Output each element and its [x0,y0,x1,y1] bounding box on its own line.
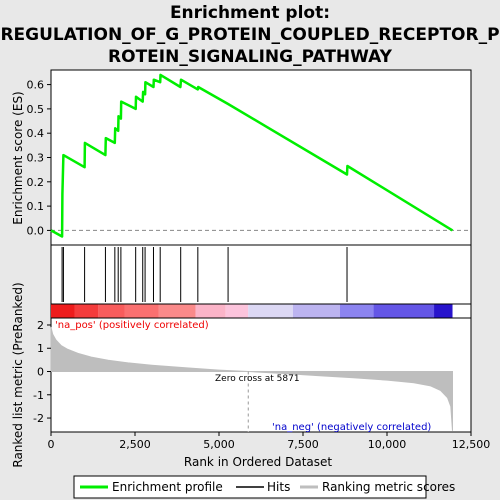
es-y-tick-label: 0.3 [27,152,45,165]
x-tick-label: 0 [48,438,55,451]
rank-bar-segment [292,304,340,318]
x-tick-label: 2,500 [119,438,151,451]
metric-y-tick-label: 0 [37,366,44,379]
rank-color-bar [51,303,471,318]
metric-y-axis: -2 -1 0 1 2 [33,319,51,425]
chart-title-line-2: REGULATION_OF_G_PROTEIN_COUPLED_RECEPTOR… [0,25,499,45]
metric-y-tick-label: -1 [33,389,44,402]
chart-title-line-3: ROTEIN_SIGNALING_PATHWAY [108,47,393,67]
metric-y-tick-label: -2 [33,412,44,425]
legend-label-hits: Hits [267,480,290,494]
hit-lines [61,247,348,302]
es-y-tick-label: 0.2 [27,176,45,189]
metric-y-axis-label: Ranked list metric (PreRanked) [11,282,25,467]
rank-bar-segment [373,304,435,318]
es-y-tick-label: 0.4 [27,127,45,140]
zero-cross-label: Zero cross at 5871 [215,374,300,384]
rank-bar-segment [248,304,293,318]
rank-bar-segment [124,304,159,318]
legend-label-enrichment-profile: Enrichment profile [112,480,223,494]
rank-bar-segment [225,304,249,318]
es-plot-area [50,69,472,246]
hits-panel [50,244,472,319]
negative-correlation-label: 'na_neg' (negatively correlated) [272,422,431,433]
metric-y-tick-label: 1 [37,342,44,355]
metric-area-layer [50,327,453,431]
rank-bar-segment [51,304,75,318]
es-curve-layer [50,73,471,238]
rank-bar-segment [158,304,196,318]
es-y-tick-label: 0.1 [27,200,45,213]
es-y-axis: 0.0 0.1 0.2 0.3 0.4 0.5 0.6 [27,79,51,237]
chart-title-line-1: Enrichment plot: [170,3,330,23]
x-axis-label: Rank in Ordered Dataset [184,455,332,469]
x-axis: 0 2,500 5,000 7,500 10,000 12,500 [48,432,491,451]
rank-bar-segment [74,304,99,318]
x-tick-label: 10,000 [368,438,407,451]
x-tick-label: 5,000 [203,438,235,451]
x-tick-label: 12,500 [452,438,491,451]
enrichment-score-panel: 0.0 0.1 0.2 0.3 0.4 0.5 0.6 Enrichment score (… [11,69,472,246]
es-y-tick-label: 0.5 [27,103,45,116]
rank-bar-segment [339,304,374,318]
x-tick-label: 7,500 [287,438,319,451]
rank-bar-segment [98,304,125,318]
es-y-tick-label: 0.0 [27,224,45,237]
metric-y-tick-label: 2 [37,319,44,332]
rank-bar-segment [195,304,226,318]
positive-correlation-label: 'na_pos' (positively correlated) [55,320,209,331]
es-y-axis-label: Enrichment score (ES) [11,91,25,224]
legend-label-ranking-metric: Ranking metric scores [322,480,455,494]
enrichment-profile-line [50,73,454,238]
rank-bar-segment [434,304,453,318]
es-y-tick-label: 0.6 [27,79,45,92]
ranking-metric-area [50,327,453,431]
legend: Enrichment profile Hits Ranking metric s… [73,475,455,499]
ranked-metric-panel: -2 -1 0 1 2 Zero cross at 5871 'na_pos' (pos… [11,282,472,468]
